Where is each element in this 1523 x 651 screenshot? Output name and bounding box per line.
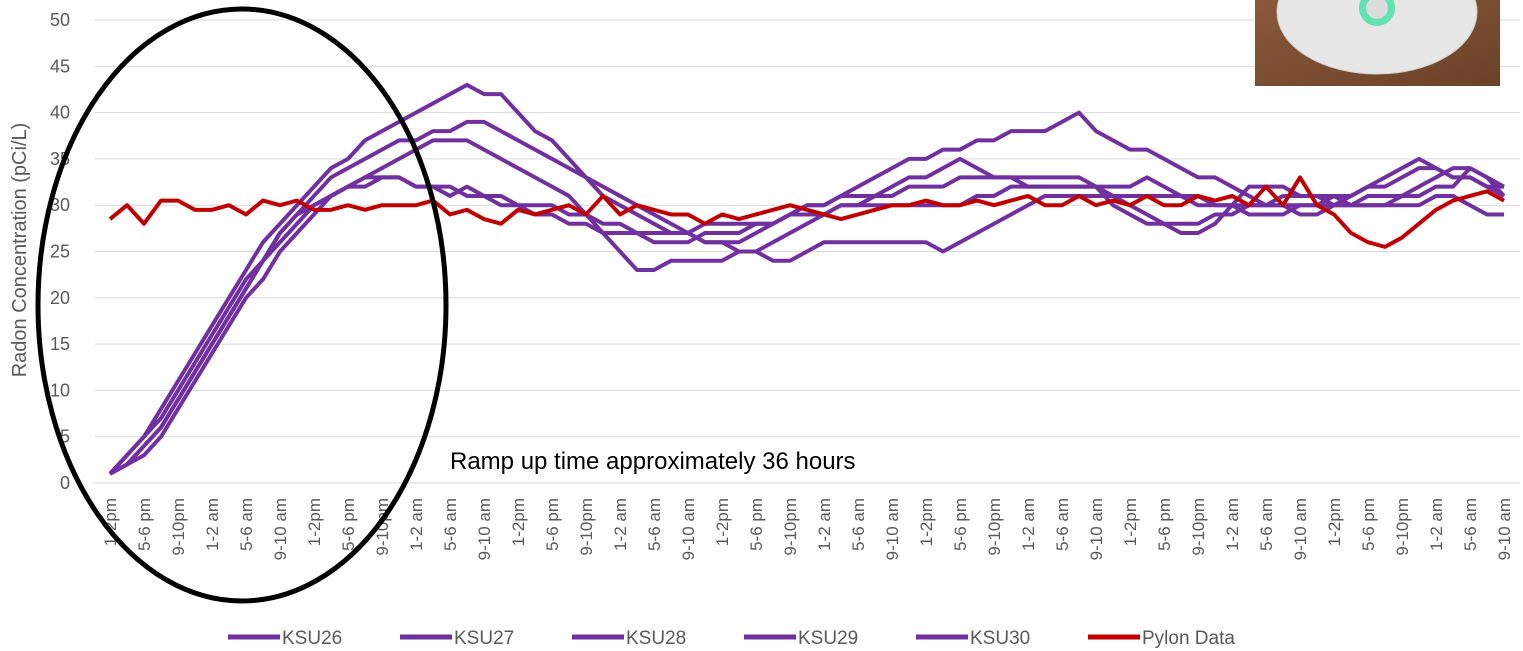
legend-label: KSU28 bbox=[626, 628, 686, 649]
legend: KSU26 KSU27 KSU28 KSU29 KSU30 Pylon Data bbox=[228, 628, 1235, 649]
x-tick-label: 1-2 am bbox=[407, 498, 426, 551]
x-tick-label: 9-10 am bbox=[1495, 498, 1514, 560]
x-tick-label: 1-2pm bbox=[1121, 498, 1140, 546]
highlight-ellipse bbox=[35, 6, 449, 604]
y-tick-label: 40 bbox=[50, 103, 70, 123]
x-tick-label: 5-6 am bbox=[849, 498, 868, 551]
x-tick-labels: 1-2pm 5-6 pm 9-10pm 1-2 am 5-6 am 9-10 am 1-2p… bbox=[101, 498, 1514, 560]
series-line bbox=[108, 175, 1505, 249]
plot-lines bbox=[108, 82, 1506, 476]
x-tick-label: 5-6 pm bbox=[951, 498, 970, 551]
x-tick-label: 1-2 am bbox=[611, 498, 630, 551]
x-tick-label: 1-2pm bbox=[1325, 498, 1344, 546]
x-tick-label: 5-6 am bbox=[1461, 498, 1480, 551]
x-tick-label: 5-6 pm bbox=[543, 498, 562, 551]
x-tick-label: 1-2pm bbox=[509, 498, 528, 546]
x-tick-label: 1-2 am bbox=[203, 498, 222, 551]
x-tick-label: 9-10pm bbox=[577, 498, 596, 556]
annotation: Ramp up time approximately 36 hours bbox=[450, 448, 856, 475]
legend-label: KSU26 bbox=[282, 628, 342, 649]
series-line bbox=[108, 82, 1504, 476]
x-tick-label: 1-2 am bbox=[1019, 498, 1038, 551]
y-tick-label: 25 bbox=[50, 242, 70, 262]
series-line bbox=[109, 166, 1506, 476]
device-photo bbox=[1255, 0, 1500, 86]
y-tick-label: 5 bbox=[60, 427, 70, 447]
x-tick-label: 5-6 pm bbox=[135, 498, 154, 551]
x-tick-label: 9-10 am bbox=[475, 498, 494, 560]
x-tick-label: 9-10 am bbox=[1087, 498, 1106, 560]
x-tick-label: 5-6 am bbox=[441, 498, 460, 551]
y-tick-label: 45 bbox=[50, 56, 70, 76]
y-tick-label: 0 bbox=[60, 473, 70, 493]
y-tick-label: 50 bbox=[50, 10, 70, 30]
series-line bbox=[109, 119, 1505, 476]
x-tick-label: 5-6 pm bbox=[747, 498, 766, 551]
legend-label: KSU29 bbox=[798, 628, 858, 649]
x-tick-label: 9-10pm bbox=[1189, 498, 1208, 556]
x-tick-label: 1-2pm bbox=[305, 498, 324, 546]
x-tick-label: 1-2pm bbox=[713, 498, 732, 546]
y-tick-label: 20 bbox=[50, 288, 70, 308]
x-tick-label: 9-10 am bbox=[679, 498, 698, 560]
x-tick-label: 5-6 pm bbox=[339, 498, 358, 551]
y-tick-label: 30 bbox=[50, 195, 70, 215]
x-tick-label: 1-2pm bbox=[917, 498, 936, 546]
x-tick-label: 9-10 am bbox=[883, 498, 902, 560]
device bbox=[1276, 0, 1478, 75]
x-tick-label: 1-2 am bbox=[1223, 498, 1242, 551]
x-tick-label: 5-6 pm bbox=[1359, 498, 1378, 551]
x-tick-label: 9-10pm bbox=[781, 498, 800, 556]
x-tick-label: 5-6 am bbox=[1053, 498, 1072, 551]
x-tick-label: 9-10pm bbox=[169, 498, 188, 556]
legend-label: KSU30 bbox=[970, 628, 1030, 649]
x-tick-label: 5-6 pm bbox=[1155, 498, 1174, 551]
x-tick-label: 9-10pm bbox=[1393, 498, 1412, 556]
legend-label: Pylon Data bbox=[1142, 628, 1235, 649]
x-tick-label: 9-10 am bbox=[271, 498, 290, 560]
y-axis-label: Radon Concentration (pCi/L) bbox=[9, 123, 31, 378]
x-tick-label: 5-6 am bbox=[237, 498, 256, 551]
y-tick-label: 15 bbox=[50, 334, 70, 354]
x-tick-label: 9-10 am bbox=[1291, 498, 1310, 560]
device-center bbox=[1366, 0, 1388, 19]
y-tick-label: 10 bbox=[50, 380, 70, 400]
x-tick-label: 1-2 am bbox=[815, 498, 834, 551]
x-tick-label: 5-6 am bbox=[1257, 498, 1276, 551]
x-tick-label: 5-6 am bbox=[645, 498, 664, 551]
x-tick-label: 9-10pm bbox=[985, 498, 1004, 556]
x-tick-label: 1-2 am bbox=[1427, 498, 1446, 551]
legend-label: KSU27 bbox=[454, 628, 514, 649]
